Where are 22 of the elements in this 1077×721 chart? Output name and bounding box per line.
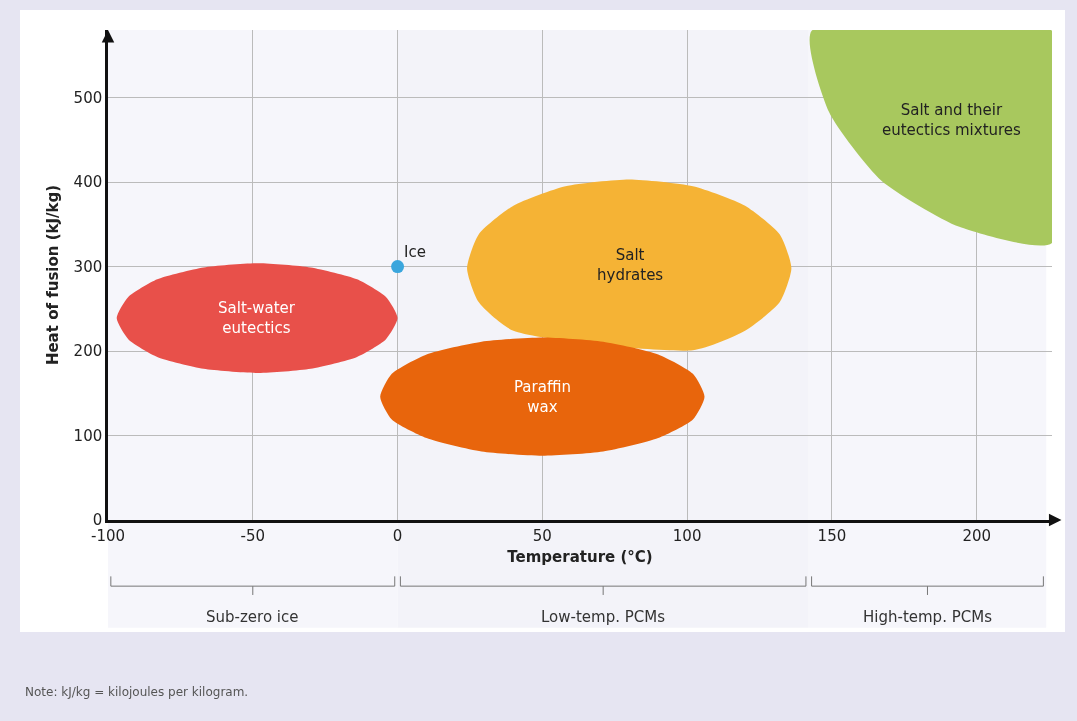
band-label: Low-temp. PCMs <box>541 608 666 626</box>
x-tick-label: 150 <box>817 526 847 545</box>
y-tick-label: 400 <box>73 173 103 192</box>
band-label: Sub-zero ice <box>206 608 299 626</box>
series-label: Ice <box>404 243 426 261</box>
text: Note: kJ/kg = kilojoules per kilogram. <box>25 685 249 699</box>
x-tick-label: 100 <box>672 526 702 545</box>
series-label: Salt and their eutectics mixtures <box>882 101 1022 139</box>
series-label: Salt-water eutectics <box>218 299 296 337</box>
y-tick-label: 200 <box>73 342 103 361</box>
y-tick-label: 300 <box>73 257 103 276</box>
y-tick-label: 100 <box>73 426 103 445</box>
x-tick-label: 0 <box>392 526 403 545</box>
x-tick-label: -50 <box>240 526 266 545</box>
y-axis-title: Heat of fusion (kJ/kg) <box>43 184 62 366</box>
series-label: Paraffin wax <box>514 378 571 416</box>
x-axis-title: Temperature (°C) <box>507 547 653 566</box>
x-tick-label: 200 <box>962 526 992 545</box>
band-label: High-temp. PCMs <box>863 608 993 626</box>
y-tick-label: 500 <box>73 88 103 107</box>
x-tick-label: 50 <box>532 526 552 545</box>
series-label: Salt hydrates <box>597 246 664 284</box>
